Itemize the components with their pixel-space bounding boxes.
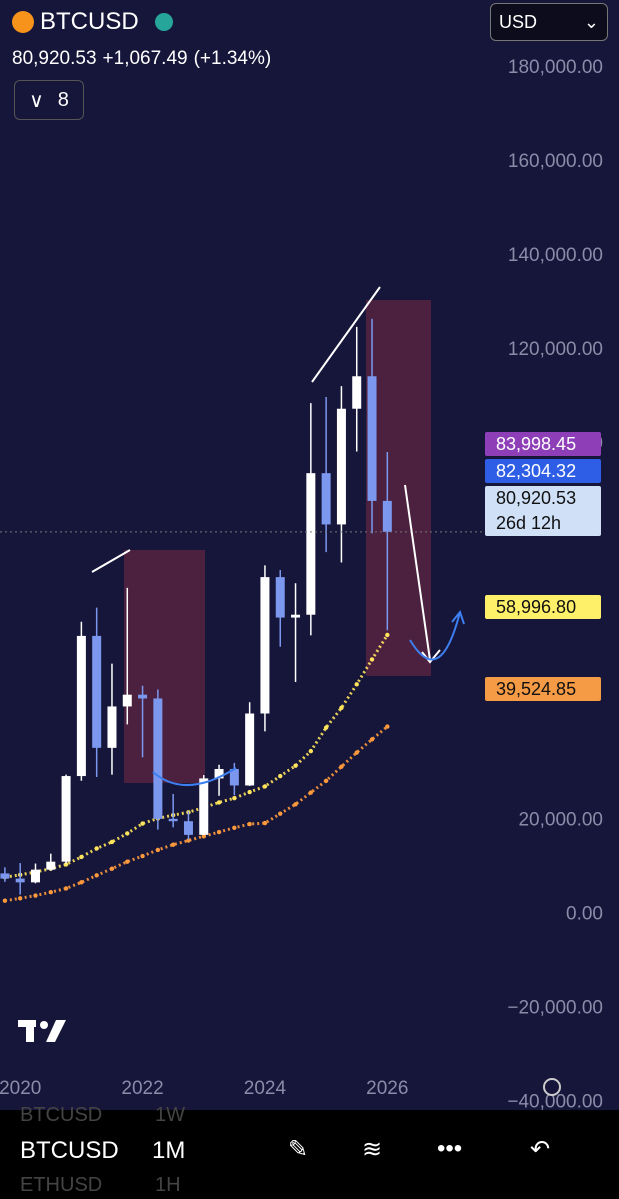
y-tick-label: 140,000.00 <box>508 245 603 266</box>
candle-body <box>260 577 270 714</box>
highlight-box <box>124 550 205 783</box>
candle-body <box>168 818 178 822</box>
x-tick-label: 2020 <box>0 1078 41 1099</box>
currency: USD <box>499 12 538 32</box>
indicators-tool[interactable]: ≋ <box>362 1136 383 1163</box>
price-tag-label: 80,920.53 <box>496 488 577 508</box>
quote: 80,920.53 +1,067.49 (+1.34%) <box>12 48 277 70</box>
candle-body <box>382 500 392 532</box>
chart: 180,000.00 160,000.00 140,000.00 120,000.00… <box>0 57 603 1110</box>
indicator-count: 8 <box>57 88 69 111</box>
highlight-box <box>366 300 431 676</box>
y-tick-label: 120,000.00 <box>508 339 603 360</box>
candle-body <box>46 861 56 870</box>
draw-tool[interactable]: ✎ <box>288 1136 309 1163</box>
y-tick-label: −20,000.00 <box>507 998 603 1019</box>
more-tool[interactable]: ••• <box>437 1135 463 1162</box>
y-tick-label: 180,000.00 <box>508 57 603 78</box>
candle-body <box>138 694 148 699</box>
market-status <box>154 13 173 31</box>
settings-icon[interactable] <box>543 1078 561 1096</box>
candle-body <box>245 713 255 786</box>
moving-average <box>4 634 389 879</box>
x-tick-label: 2024 <box>244 1078 287 1099</box>
candle-body <box>336 408 346 525</box>
candle-body <box>306 473 316 615</box>
candle-body <box>275 577 285 618</box>
symbol: BTCUSD <box>40 8 139 35</box>
currency-select[interactable]: USD ⌄ <box>490 3 608 41</box>
price-tags: 83,998.45 82,304.32 80,920.53 26d 12h 58,996… <box>485 432 601 704</box>
price-tag: 58,996.80 <box>485 595 601 619</box>
undo-tool[interactable]: ↶ <box>530 1136 551 1163</box>
candle-body <box>107 706 117 748</box>
price-tag-label: 83,998.45 <box>496 434 577 454</box>
price-tag: 80,920.53 26d 12h <box>485 486 601 536</box>
next-symbol: ETHUSD <box>20 1174 103 1196</box>
candle-body <box>321 473 331 525</box>
price-tag-label: 82,304.32 <box>496 461 577 481</box>
candle-body <box>0 873 10 879</box>
price-tag-label: 58,996.80 <box>496 597 577 617</box>
candle-body <box>76 635 86 777</box>
x-tick-label: 2026 <box>366 1078 408 1099</box>
candle-body <box>291 614 301 618</box>
symbol-button[interactable]: BTCUSD <box>20 1137 119 1164</box>
x-tick-label: 2022 <box>121 1078 163 1099</box>
y-tick-label: 0.00 <box>566 903 603 924</box>
symbol-header[interactable]: BTCUSD <box>12 8 173 36</box>
interval-button[interactable]: 1M <box>152 1137 186 1164</box>
candle-body <box>214 769 224 779</box>
candle-body <box>199 778 209 835</box>
price-tag: 83,998.45 <box>485 432 601 456</box>
coin-icon <box>12 11 34 33</box>
candle-body <box>153 698 163 819</box>
price-tag: 39,524.85 <box>485 677 601 701</box>
countdown: 26d 12h <box>496 513 562 533</box>
change: +1,067.49 <box>102 48 188 69</box>
prev-interval: 1W <box>155 1104 185 1126</box>
price-tag-label: 39,524.85 <box>496 679 577 699</box>
candle-body <box>122 694 132 707</box>
candle-body <box>352 376 362 409</box>
candle-body <box>61 776 71 862</box>
prev-symbol: BTCUSD <box>20 1104 103 1126</box>
price-tag: 82,304.32 <box>485 459 601 483</box>
indicator-toggle[interactable]: ∨ 8 <box>14 80 84 120</box>
y-tick-label: −40,000.00 <box>507 1092 603 1110</box>
y-tick-label: 160,000.00 <box>508 151 603 172</box>
y-tick-label: 20,000.00 <box>518 809 603 830</box>
candle-body <box>15 878 25 883</box>
moving-average-dot <box>385 632 390 638</box>
bottom-bar: BTCUSD 1W BTCUSD 1M ETHUSD 1H ✎ ≋ ••• ↶ <box>0 1104 619 1199</box>
change-pct: (+1.34%) <box>193 48 272 69</box>
candle-body <box>229 769 239 786</box>
drawings <box>91 286 465 786</box>
moving-average-dot <box>385 724 390 729</box>
candle-body <box>30 869 40 883</box>
candle-body <box>92 635 102 748</box>
next-interval: 1H <box>155 1174 181 1196</box>
tv-logo <box>18 1020 66 1042</box>
price: 80,920.53 <box>12 48 97 69</box>
moving-average <box>4 725 389 903</box>
candle-body <box>367 376 377 501</box>
candle-body <box>183 821 193 835</box>
